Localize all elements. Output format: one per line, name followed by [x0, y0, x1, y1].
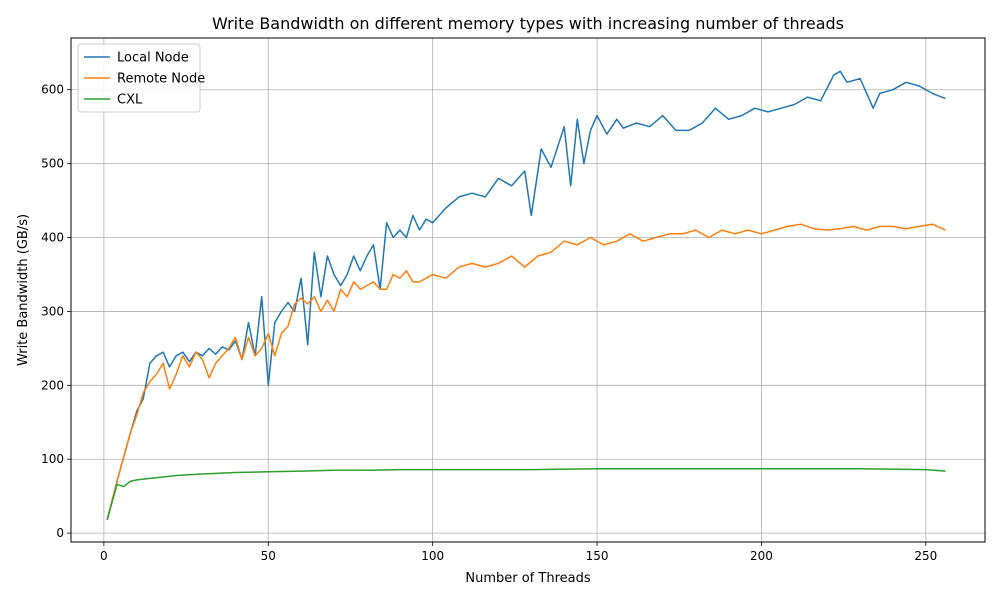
series-line-remote-node [106, 223, 946, 520]
y-tick-label: 400 [41, 231, 64, 245]
y-tick-label: 300 [41, 304, 64, 318]
legend-label-remote-node: Remote Node [117, 72, 205, 87]
series-lines [106, 70, 946, 521]
plot-frame [70, 37, 986, 543]
y-tick-label: 500 [41, 157, 64, 171]
legend-label-local-node: Local Node [117, 51, 189, 66]
x-axis-label: Number of Threads [465, 571, 590, 586]
y-tick-label: 200 [41, 378, 64, 392]
legend-label-cxl: CXL [117, 93, 143, 108]
x-tick-label: 250 [914, 549, 937, 563]
chart-title: Write Bandwidth on different memory type… [212, 14, 844, 33]
y-tick-label: 600 [41, 83, 64, 97]
legend-box [77, 43, 201, 113]
x-tick-label: 50 [261, 549, 276, 563]
series-line-local-node [106, 70, 946, 520]
series-line-cxl [106, 468, 946, 521]
grid [71, 38, 985, 542]
x-tick-label: 100 [421, 549, 444, 563]
x-tick-label: 0 [100, 549, 108, 563]
y-axis-label: Write Bandwidth (GB/s) [16, 214, 31, 366]
x-tick-label: 200 [750, 549, 773, 563]
x-tick-label: 150 [586, 549, 609, 563]
y-tick-label: 100 [41, 452, 64, 466]
axis-ticks: 0 50 100 150 200 250 0 100 200 300 400 500 600 [41, 83, 937, 563]
legend: Local Node Remote Node CXL [77, 43, 205, 113]
y-tick-label: 0 [56, 526, 64, 540]
